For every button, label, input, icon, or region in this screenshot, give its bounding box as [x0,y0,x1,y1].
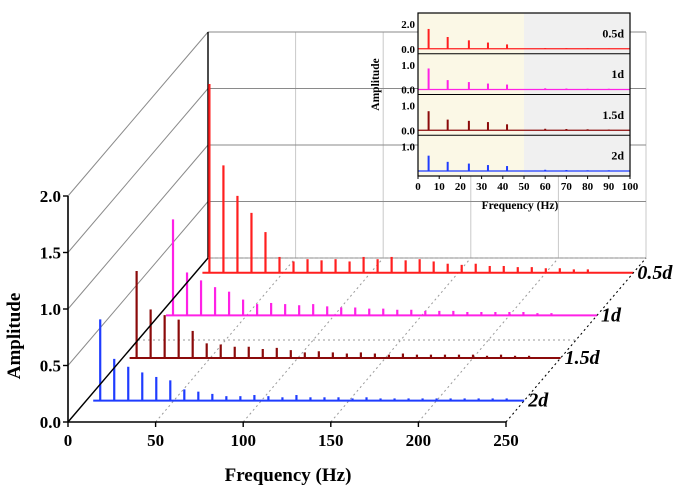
inset-x-tick-label: 90 [603,181,615,193]
labels-layer: 0.5d 1d1.5d 2d [527,262,673,412]
inset-panel-1d [418,68,630,91]
inset-y-tick-label: 0.0 [401,125,415,137]
inset-panel-2d [418,155,630,172]
side-gridline-y [67,201,209,366]
inset-x-tick-label: 10 [434,181,446,193]
side-gridline-y [67,88,209,253]
inset-y-tick-label: 1.0 [401,101,415,113]
series-label: 0.5d [637,262,673,284]
side-gridline-y [67,31,209,197]
inset-x-tick-label: 80 [582,181,594,193]
inset-x-tick-label: 40 [497,181,509,193]
floor-gridline-x [330,257,472,423]
side-gridline-y [67,144,209,310]
series-label: 2d [527,390,549,412]
inset-y-tick-label: 1.0 [401,141,415,153]
inset-x-tick-label: 60 [540,181,552,193]
y-tick-label: 0.0 [40,413,61,432]
inset-x-tick-label: 50 [519,181,531,193]
inset-x-tick-label: 20 [455,181,467,193]
inset-panel-label: 2d [611,149,624,163]
floor-gridline-x [155,257,296,423]
y-axis-title: Amplitude [4,293,25,380]
inset-panel-label: 1.5d [602,108,624,122]
x-tick-label: 200 [406,431,432,450]
y-tick-label: 1.0 [40,300,61,319]
series-label: 1d [601,304,622,326]
series-layer [93,84,634,402]
inset-y-axis-title: Amplitude [370,58,382,110]
inset-x-tick-label: 100 [622,181,639,193]
series-0-5d [202,84,634,274]
floor-right-edge [505,257,647,423]
y-tick-label: 0.5 [40,357,61,376]
inset-x-tick-label: 70 [561,181,573,193]
x-tick-label: 50 [147,431,164,450]
series-2d [93,319,525,402]
depth-axis-line [67,257,209,423]
floor-grid [67,257,647,423]
axes-layer: 0 50 100 150 200 250 0.0 0.5 1.0 1.5 2.0 [40,187,647,450]
x-tick-label: 150 [318,431,344,450]
inset-x-tick-label: 0 [415,181,421,193]
series-1-5d [129,271,561,360]
inset-y-tick-label: 0.0 [401,44,415,56]
inset-panel-label: 0.5d [602,26,624,40]
inset-y-tick-label: 2.0 [401,19,415,31]
y-tick-label: 1.5 [40,244,61,263]
inset-chart: 0.0 2.0 0.5d 0.0 1.0 1d 0.0 1.0 1.5d 1.0 2d 0 10 20 30… [370,12,639,212]
x-tick-label: 250 [493,431,519,450]
series-label: 1.5d [565,347,601,369]
inset-x-tick-label: 30 [476,181,488,193]
x-axis-title: Frequency (Hz) [225,465,352,486]
inset-y-tick-label: 0.0 [401,85,415,97]
inset-panel-1-5d [418,111,630,131]
inset-panel-label: 1d [611,67,624,81]
y-tick-label: 2.0 [40,187,61,206]
x-tick-label: 100 [230,431,256,450]
inset-panel-0-5d [418,28,630,50]
floor-gridline-x [242,257,384,423]
inset-x-axis-title: Frequency (Hz) [482,200,559,212]
floor-gridline-x [418,257,559,423]
x-tick-label: 0 [64,431,73,450]
inset-y-tick-label: 1.0 [401,60,415,72]
